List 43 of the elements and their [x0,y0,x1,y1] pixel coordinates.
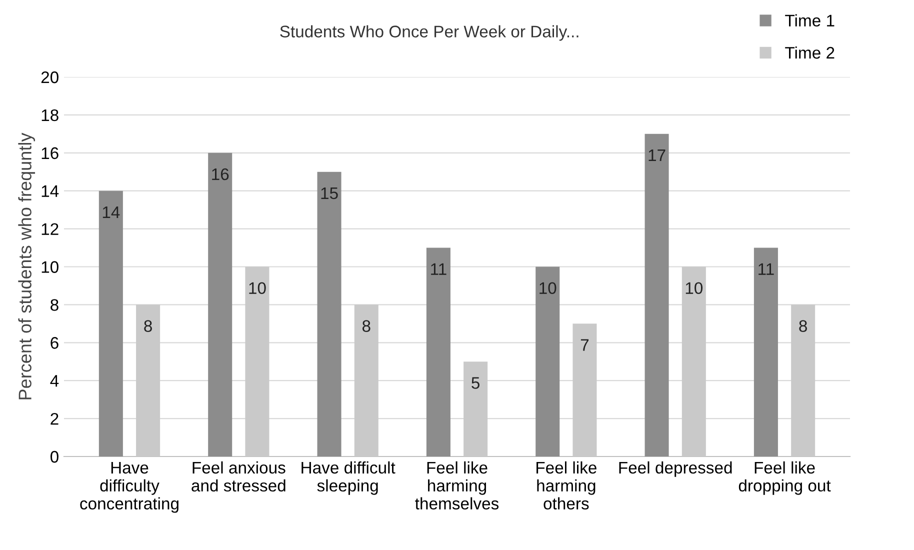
x-tick-label: Feel anxious and stressed [192,461,286,492]
y-tick-label: 8 [50,299,58,311]
data-label: 10 [686,282,703,294]
data-label: 5 [472,377,480,389]
data-label: 8 [362,320,370,332]
x-tick-label: Feel like harming others [536,461,596,510]
data-label: 7 [580,339,589,351]
data-label: 11 [431,263,446,275]
y-tick-label: 10 [42,261,58,273]
y-tick-label: 20 [41,71,58,84]
bar [317,172,342,456]
y-tick-label: 16 [42,147,58,160]
chart-title: Students Who Once Per Week or Daily... [280,25,578,41]
legend-label: Time 2 [785,46,834,59]
legend-label: Time 1 [785,14,834,27]
x-tick-label: Feel depressed [619,461,732,477]
data-label: 10 [540,282,556,294]
data-label: 16 [212,168,229,180]
x-tick-label: Feel like dropping out [738,461,831,495]
data-label: 17 [648,150,666,162]
bar [98,190,123,456]
data-label: 8 [799,320,807,332]
y-tick-label: 14 [42,185,59,197]
y-tick-label: 18 [42,109,58,122]
bar [426,248,450,456]
data-label: 14 [102,206,120,218]
y-tick-label: 0 [50,450,58,463]
x-tick-label: Have difficult sleeping [302,461,396,495]
data-label: 11 [758,263,774,275]
data-label: 8 [144,320,152,332]
bar [536,266,560,456]
data-label: 10 [249,282,266,294]
x-tick-label: Have difficulty concentrating [80,462,178,513]
y-tick-label: 4 [50,375,59,387]
bar [208,152,232,456]
y-tick-label: 6 [50,337,58,349]
y-tick-label: 2 [50,412,58,425]
x-tick-label: Feel like harming themselves [415,461,499,510]
bar [644,134,669,456]
bar [754,248,778,456]
y-tick-label: 12 [42,223,58,235]
data-label: 15 [321,188,338,200]
y-axis-title: Percent of students who frequntly [18,132,36,400]
